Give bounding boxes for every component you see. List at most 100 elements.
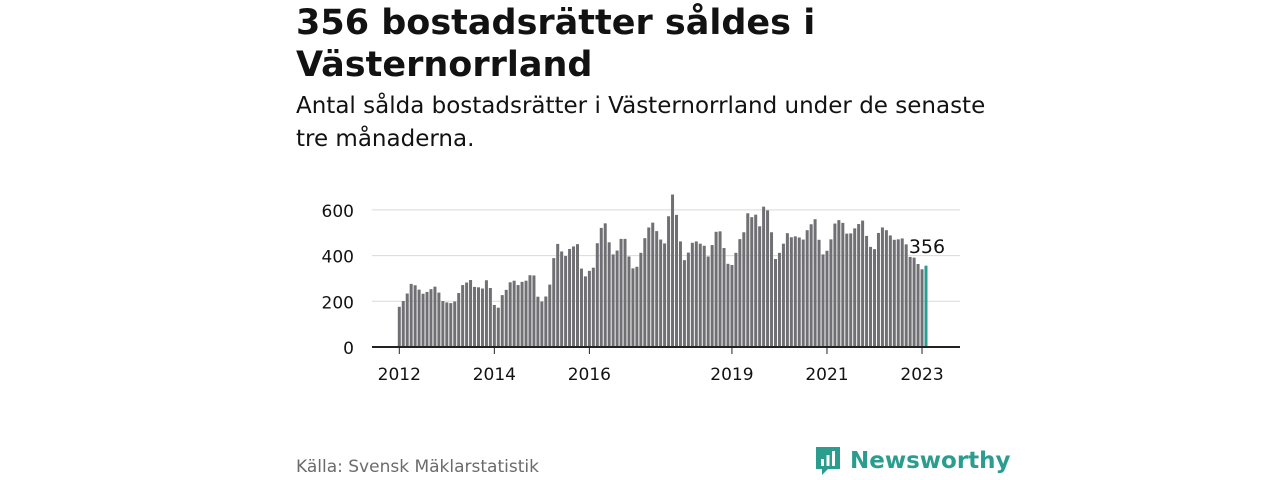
bar (532, 275, 536, 347)
bar (413, 285, 417, 347)
bar (520, 281, 524, 347)
bar (714, 231, 718, 347)
bar (702, 245, 706, 347)
bar (777, 252, 781, 347)
bar (603, 223, 607, 347)
bar (631, 268, 635, 347)
bar (643, 238, 647, 347)
bar (853, 228, 857, 347)
bar (469, 280, 473, 347)
bar (766, 210, 770, 347)
x-axis-labels: 2012 2014 2016 2019 2021 2023 (378, 347, 944, 385)
bar (912, 257, 916, 347)
bar (671, 194, 675, 347)
bar (758, 226, 762, 347)
bar (837, 220, 841, 347)
bar (465, 282, 469, 347)
bar (722, 248, 726, 347)
bar (873, 249, 876, 347)
bar (900, 238, 904, 347)
bar (841, 222, 845, 347)
bar (484, 280, 488, 347)
bar (655, 231, 659, 347)
bar (718, 231, 722, 347)
bar (865, 235, 869, 347)
bar (461, 285, 465, 347)
bar (849, 233, 853, 347)
bar (552, 258, 556, 347)
chart-title: 356 bostadsrätter såldes i Västernorrlan… (296, 3, 816, 85)
bar (409, 283, 413, 347)
bar (453, 301, 457, 347)
bar (492, 304, 496, 347)
bar (888, 235, 892, 347)
bar (611, 254, 615, 347)
y-axis-labels: 0 200 400 600 (322, 202, 354, 359)
bar (694, 241, 698, 347)
bar (904, 244, 908, 347)
bar (623, 238, 627, 347)
newsworthy-logo: Newsworthy (814, 445, 1011, 477)
bar (599, 227, 603, 347)
bar (417, 289, 421, 347)
bar (682, 260, 686, 347)
bar (896, 239, 900, 347)
bar (421, 293, 425, 347)
bar (845, 233, 849, 347)
bar (536, 296, 540, 347)
bar (789, 237, 793, 347)
bar (425, 291, 429, 347)
bar (734, 252, 738, 347)
x-tick-label: 2019 (710, 365, 753, 385)
bar (583, 276, 587, 347)
bar (508, 282, 512, 347)
bar (480, 288, 484, 347)
bar (801, 239, 805, 347)
bar (576, 244, 579, 347)
bar (615, 250, 619, 347)
y-tick-label: 200 (322, 293, 354, 313)
bar (908, 256, 912, 347)
bar (730, 264, 734, 347)
bar (401, 301, 405, 347)
bars (397, 194, 928, 347)
bar (568, 248, 572, 347)
x-tick-label: 2023 (900, 365, 943, 385)
bar (781, 243, 785, 347)
bar (540, 301, 544, 347)
bar (477, 287, 480, 347)
x-tick-label: 2012 (378, 365, 421, 385)
bar (627, 256, 631, 347)
bar (675, 214, 678, 347)
bar (678, 241, 682, 347)
bar (785, 233, 789, 347)
bar (738, 239, 742, 347)
bar (429, 289, 433, 347)
bar (884, 230, 888, 347)
bar (770, 232, 774, 347)
bar (488, 288, 492, 347)
bar (774, 259, 777, 347)
bar (861, 220, 865, 347)
bar (667, 216, 671, 347)
bar (564, 256, 568, 347)
bar (762, 206, 766, 347)
bar (829, 239, 833, 347)
bar (647, 227, 651, 347)
bar (726, 263, 730, 347)
bar (686, 252, 690, 347)
brand-name: Newsworthy (850, 448, 1011, 474)
bar (544, 296, 548, 347)
annotations: 356 (909, 236, 945, 258)
bar (449, 303, 453, 347)
bar (397, 306, 401, 347)
bar (746, 213, 750, 347)
bar (556, 243, 560, 347)
bar (698, 243, 702, 347)
bar (659, 239, 663, 347)
bar (797, 237, 801, 347)
bar (579, 268, 583, 347)
bar (833, 223, 837, 347)
bar (663, 243, 667, 347)
latest-value-label: 356 (909, 236, 945, 258)
